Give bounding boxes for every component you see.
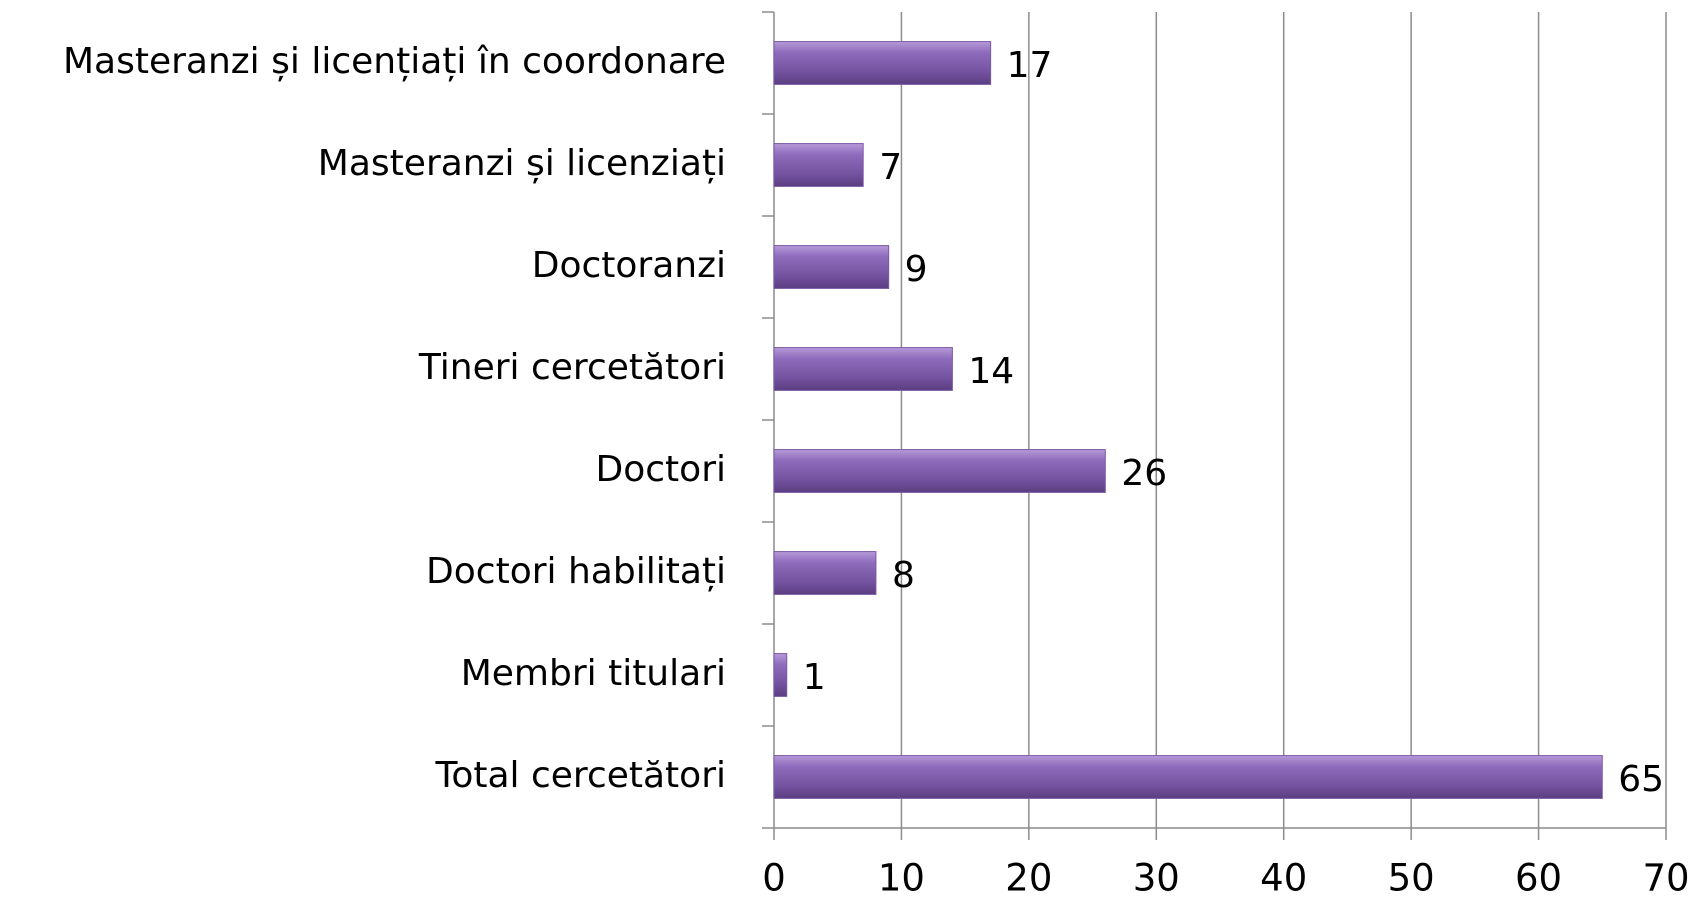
x-tick-label: 40 xyxy=(1260,857,1307,900)
data-label: 65 xyxy=(1618,759,1664,800)
bar xyxy=(773,347,953,391)
y-tick-label: Doctori xyxy=(596,449,726,490)
data-label: 17 xyxy=(1007,45,1053,86)
data-label: 26 xyxy=(1121,453,1167,494)
x-tick-label: 0 xyxy=(762,857,786,900)
bar xyxy=(773,449,1106,493)
x-tick-label: 30 xyxy=(1133,857,1180,900)
data-label: 9 xyxy=(905,249,928,290)
x-tick-label: 70 xyxy=(1642,857,1689,900)
y-tick-label: Masteranzi și licențiați în coordonare xyxy=(63,41,726,82)
bar xyxy=(773,551,877,595)
bar xyxy=(773,143,864,187)
bar xyxy=(773,245,890,289)
y-tick-label: Doctoranzi xyxy=(532,245,726,286)
data-label: 1 xyxy=(803,657,826,698)
y-tick-label: Doctori habilitați xyxy=(426,551,726,592)
y-tick-label: Masteranzi și licenziați xyxy=(318,143,726,184)
data-label: 7 xyxy=(879,147,902,188)
y-tick-label: Total cercetători xyxy=(434,755,726,796)
y-tick-label: Membri titulari xyxy=(461,653,726,694)
y-tick-label: Tineri cercetători xyxy=(418,347,726,388)
bar xyxy=(773,653,788,697)
x-tick-label: 10 xyxy=(878,857,925,900)
data-label: 14 xyxy=(968,351,1014,392)
bar xyxy=(773,41,992,85)
x-tick-label: 50 xyxy=(1388,857,1435,900)
data-label: 8 xyxy=(892,555,915,596)
x-tick-label: 60 xyxy=(1515,857,1562,900)
x-tick-label: 20 xyxy=(1005,857,1052,900)
bar xyxy=(773,755,1603,799)
